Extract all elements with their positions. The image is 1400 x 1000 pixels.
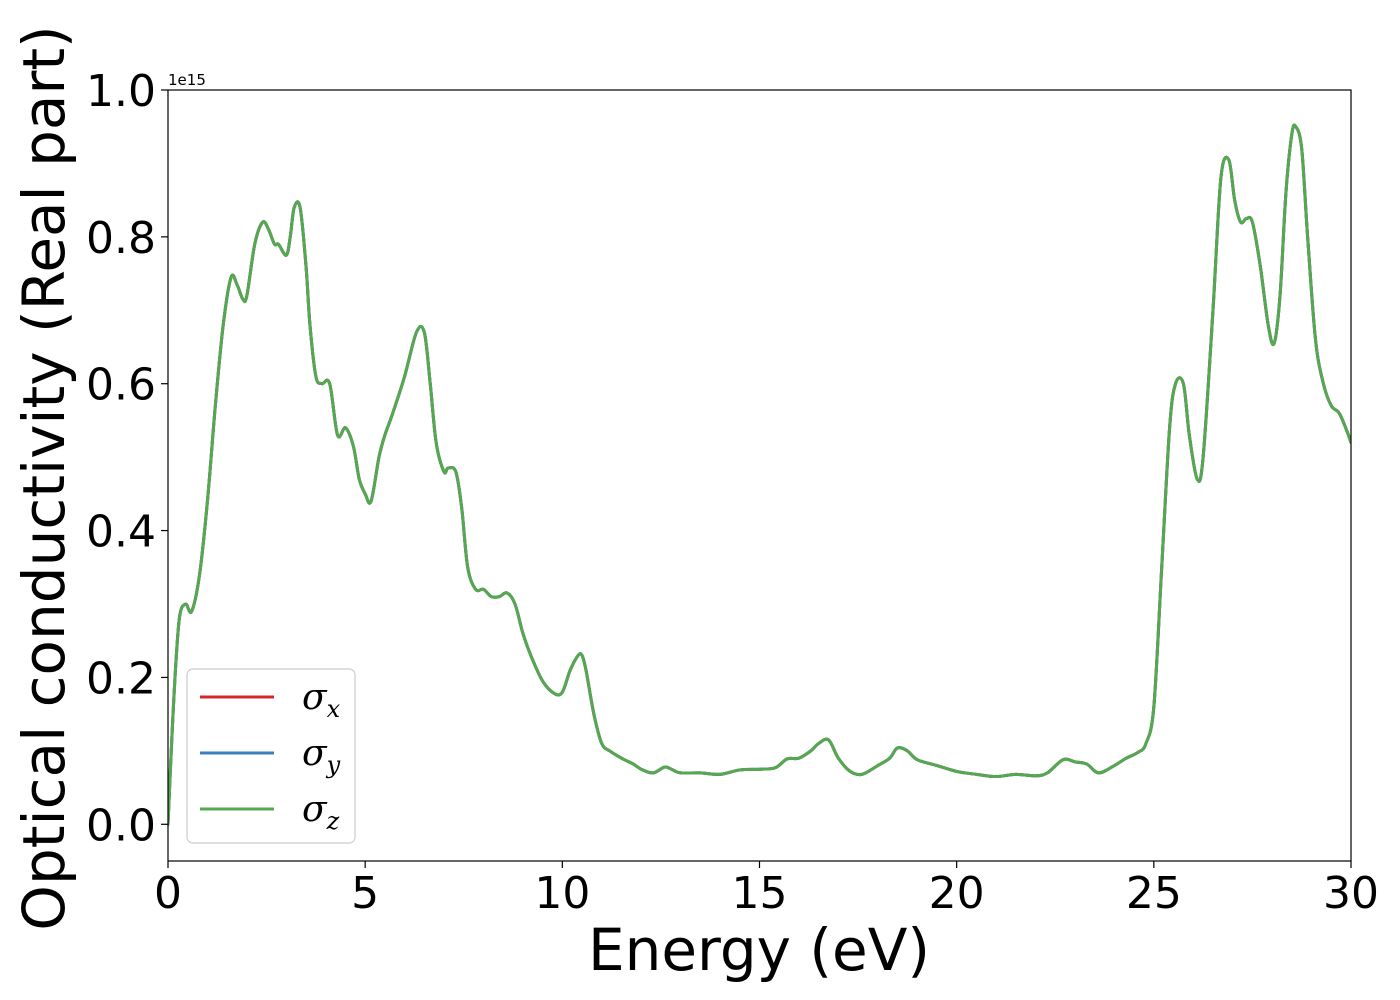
x-tick-label: 25: [1126, 868, 1182, 919]
x-axis: 0 5 10 15 20 25 30: [154, 861, 1379, 919]
x-tick-label: 5: [351, 868, 379, 919]
y-axis-label: Optical conductivity (Real part): [10, 25, 78, 930]
x-tick-label: 0: [154, 868, 182, 919]
x-axis-label: Energy (eV): [588, 916, 930, 984]
x-tick-label: 20: [929, 868, 985, 919]
y-tick-label: 0.4: [86, 507, 156, 558]
y-tick-label: 1.0: [86, 66, 156, 117]
series-layer: [168, 123, 1351, 826]
x-tick-label: 30: [1323, 868, 1379, 919]
y-tick-label: 0.8: [86, 213, 156, 264]
y-tick-label: 0.0: [86, 800, 156, 851]
series-line-z: [168, 123, 1351, 826]
x-tick-label: 15: [732, 868, 788, 919]
x-tick-label: 10: [534, 868, 590, 919]
legend-box: [186, 668, 356, 844]
y-tick-label: 0.2: [86, 653, 156, 704]
y-offset-text: 1e15: [168, 71, 206, 89]
y-tick-label: 0.6: [86, 360, 156, 411]
y-axis: 0.0 0.2 0.4 0.6 0.8 1.0: [86, 66, 168, 851]
